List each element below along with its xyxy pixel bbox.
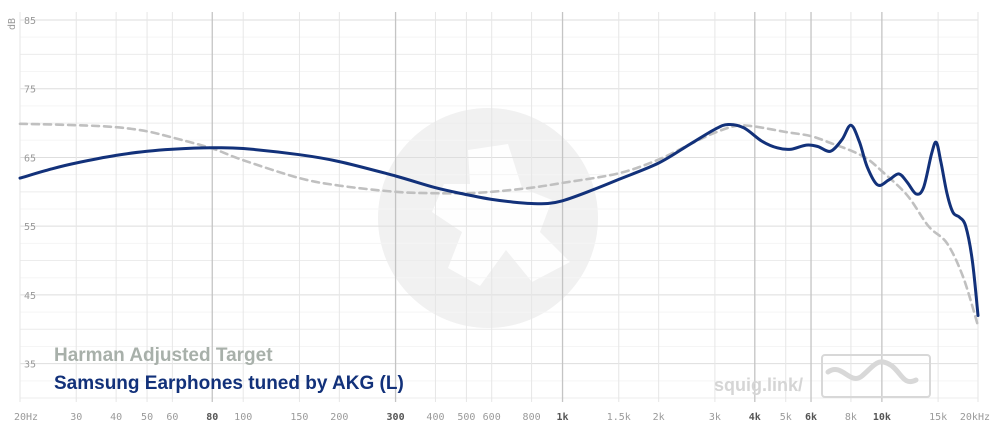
target-curve bbox=[18, 122, 980, 328]
x-tick-label: 20kHz bbox=[960, 412, 990, 423]
legend-target-label: Harman Adjusted Target bbox=[54, 345, 273, 366]
legend-device-label: Samsung Earphones tuned by AKG (L) bbox=[54, 373, 404, 394]
device-curve bbox=[18, 122, 980, 317]
x-tick-label: 150 bbox=[290, 412, 308, 423]
x-tick-label: 40 bbox=[110, 412, 122, 423]
x-tick-label: 800 bbox=[523, 412, 541, 423]
y-axis-label: dB bbox=[7, 18, 18, 30]
x-tick-label: 30 bbox=[70, 412, 82, 423]
x-tick-label: 60 bbox=[166, 412, 178, 423]
x-tick-label: 15k bbox=[929, 412, 947, 423]
x-tick-label: 200 bbox=[330, 412, 348, 423]
x-tick-label: 600 bbox=[483, 412, 501, 423]
watermark-text: squig.link/ bbox=[714, 375, 803, 395]
x-tick-label: 80 bbox=[206, 412, 218, 423]
x-axis-ticks: 20Hz 30 40 50 60 80 100 150 200 300 400 500 600 800 1k… bbox=[14, 412, 990, 423]
x-tick-label: 400 bbox=[426, 412, 444, 423]
x-tick-label: 8k bbox=[845, 412, 857, 423]
x-tick-label: 300 bbox=[387, 412, 405, 423]
x-tick-label: 5k bbox=[780, 412, 792, 423]
x-tick-label: 2k bbox=[653, 412, 665, 423]
squig-link-watermark: squig.link/ bbox=[714, 354, 931, 398]
x-tick-label: 1k bbox=[557, 412, 569, 423]
series-layer bbox=[18, 122, 980, 328]
x-tick-label: 1.5k bbox=[607, 412, 631, 423]
x-tick-label: 4k bbox=[749, 412, 761, 423]
x-tick-label: 500 bbox=[457, 412, 475, 423]
y-tick-label: 75 bbox=[24, 85, 36, 96]
x-tick-label: 10k bbox=[873, 412, 891, 423]
horizontal-gridlines bbox=[20, 19, 978, 399]
y-tick-label: 85 bbox=[24, 16, 36, 27]
x-tick-label: 100 bbox=[234, 412, 252, 423]
y-tick-label: 65 bbox=[24, 153, 36, 164]
x-tick-label: 6k bbox=[805, 412, 817, 423]
x-tick-label: 3k bbox=[709, 412, 721, 423]
y-axis-ticks: 85 75 65 55 45 35 bbox=[24, 16, 36, 371]
x-tick-label: 50 bbox=[141, 412, 153, 423]
x-tick-label: 20Hz bbox=[14, 412, 38, 423]
vertical-gridlines bbox=[19, 12, 979, 402]
y-tick-label: 35 bbox=[24, 360, 36, 371]
y-tick-label: 45 bbox=[24, 291, 36, 302]
y-tick-label: 55 bbox=[24, 222, 36, 233]
